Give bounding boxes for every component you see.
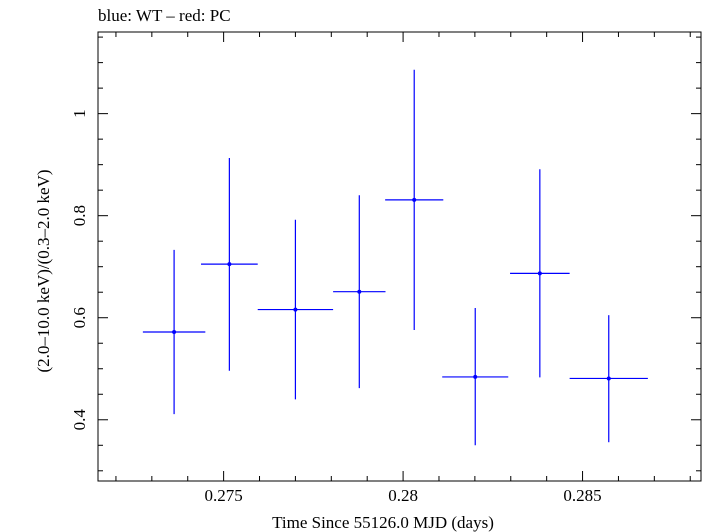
point-marker <box>293 307 298 312</box>
x-tick-label: 0.28 <box>388 486 418 505</box>
data-point <box>201 158 258 371</box>
y-tick-label: 0.6 <box>70 307 89 328</box>
point-marker <box>473 374 478 379</box>
x-tick-label: 0.275 <box>205 486 243 505</box>
point-marker <box>537 271 542 276</box>
y-tick-label: 1 <box>70 109 89 118</box>
data-point <box>510 169 570 378</box>
point-marker <box>412 197 417 202</box>
data-marks <box>142 69 648 446</box>
axis-ticks <box>98 32 701 481</box>
x-axis-label: Time Since 55126.0 MJD (days) <box>272 513 494 532</box>
data-point <box>333 195 386 389</box>
y-tick-label: 0.8 <box>70 205 89 226</box>
point-marker <box>227 262 232 267</box>
y-axis-label: (2.0–10.0 keV)/(0.3–2.0 keV) <box>34 169 53 372</box>
data-point <box>569 315 648 443</box>
chart-title: blue: WT – red: PC <box>98 6 231 25</box>
point-marker <box>357 289 362 294</box>
data-point <box>442 308 509 446</box>
point-marker <box>606 376 611 381</box>
data-point <box>257 219 334 400</box>
axis-tick-labels: 0.275 0.28 0.285 0.4 0.6 0.8 1 <box>70 109 602 505</box>
point-marker <box>172 330 177 335</box>
data-point <box>385 69 444 330</box>
x-tick-label: 0.285 <box>563 486 601 505</box>
plot-frame <box>97 31 702 482</box>
data-point <box>142 249 206 415</box>
y-tick-label: 0.4 <box>70 409 89 431</box>
